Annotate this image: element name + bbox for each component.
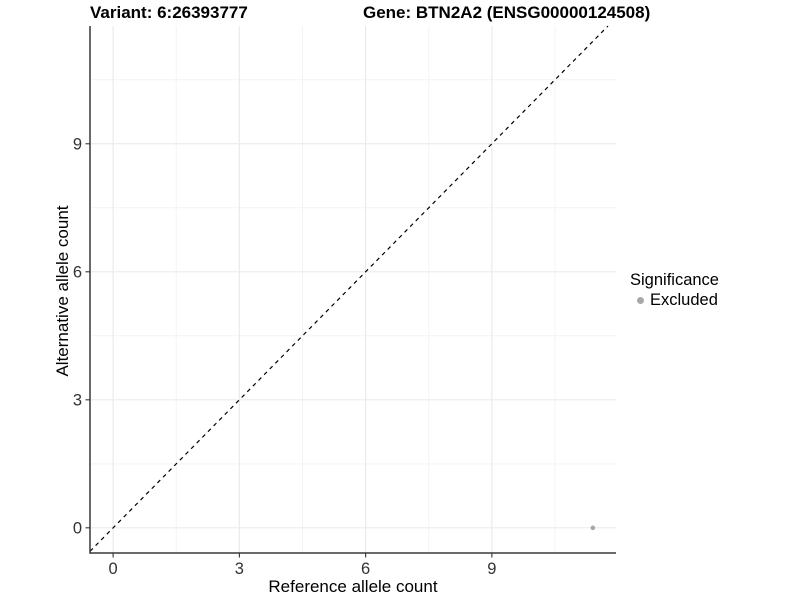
x-tick-label: 9 xyxy=(487,560,496,578)
data-point xyxy=(590,525,596,531)
legend-entry-excluded: Excluded xyxy=(630,291,719,310)
legend-key xyxy=(631,292,649,310)
y-axis-title: Alternative allele count xyxy=(53,205,72,377)
legend-entry-label: Excluded xyxy=(650,291,718,309)
identity-reference-line xyxy=(89,25,609,552)
x-axis-title: Reference allele count xyxy=(268,577,438,596)
plot-title-variant: Variant: 6:26393777 xyxy=(90,3,248,22)
excluded-point-icon xyxy=(636,297,644,304)
x-tick-label: 6 xyxy=(361,560,370,578)
y-tick-label: 6 xyxy=(73,263,82,281)
legend-title: Significance xyxy=(630,271,719,289)
y-tick-label: 0 xyxy=(73,519,82,537)
x-tick-label: 0 xyxy=(109,560,118,578)
y-tick-label: 9 xyxy=(73,135,82,153)
y-tick-label: 3 xyxy=(73,391,82,409)
plot-title-gene: Gene: BTN2A2 (ENSG00000124508) xyxy=(363,3,651,22)
x-tick-label: 3 xyxy=(235,560,244,578)
legend: Significance Excluded xyxy=(630,271,719,310)
